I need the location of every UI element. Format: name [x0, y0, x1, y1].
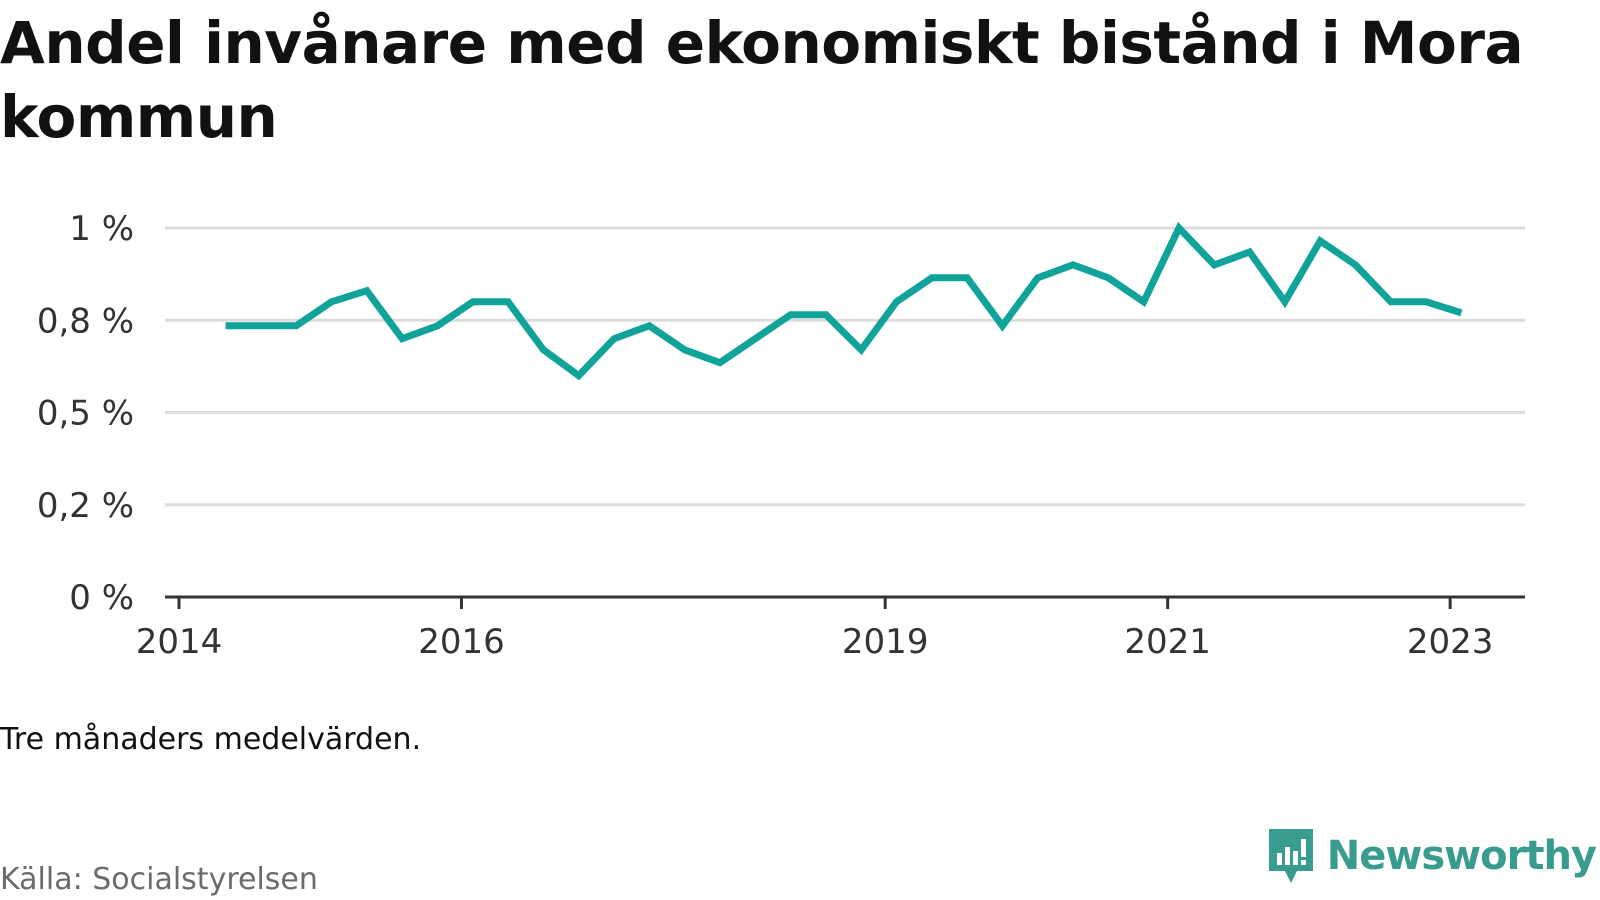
y-axis-ticks: 0 % 0,2 % 0,5 % 0,8 % 1 %	[37, 209, 134, 618]
chart-title: Andel invånare med ekonomiskt bistånd i …	[0, 9, 1524, 151]
x-tick-label: 2023	[1407, 622, 1494, 662]
y-tick-label: 0,8 %	[37, 301, 134, 341]
x-axis: 2014 2016 2019 2021 2023	[136, 595, 1525, 662]
y-tick-label: 0,2 %	[37, 486, 134, 526]
x-tick-label: 2016	[418, 622, 505, 662]
x-tick-label: 2021	[1124, 622, 1211, 662]
chart-note: Tre månaders medelvärden.	[0, 722, 422, 757]
series-layer	[225, 221, 1463, 381]
x-tick-label: 2014	[136, 622, 223, 662]
series-line	[225, 221, 1463, 381]
gridlines	[165, 226, 1525, 507]
source-label: Källa: Socialstyrelsen	[0, 862, 318, 897]
x-tick-label: 2019	[842, 622, 929, 662]
newsworthy-logo: Newsworthy	[1265, 824, 1597, 888]
brand-name: Newsworthy	[1326, 833, 1597, 879]
y-tick-label: 1 %	[69, 209, 134, 249]
y-tick-label: 0 %	[69, 578, 134, 618]
y-tick-label: 0,5 %	[37, 394, 134, 434]
newsworthy-logo-icon	[1268, 829, 1313, 883]
